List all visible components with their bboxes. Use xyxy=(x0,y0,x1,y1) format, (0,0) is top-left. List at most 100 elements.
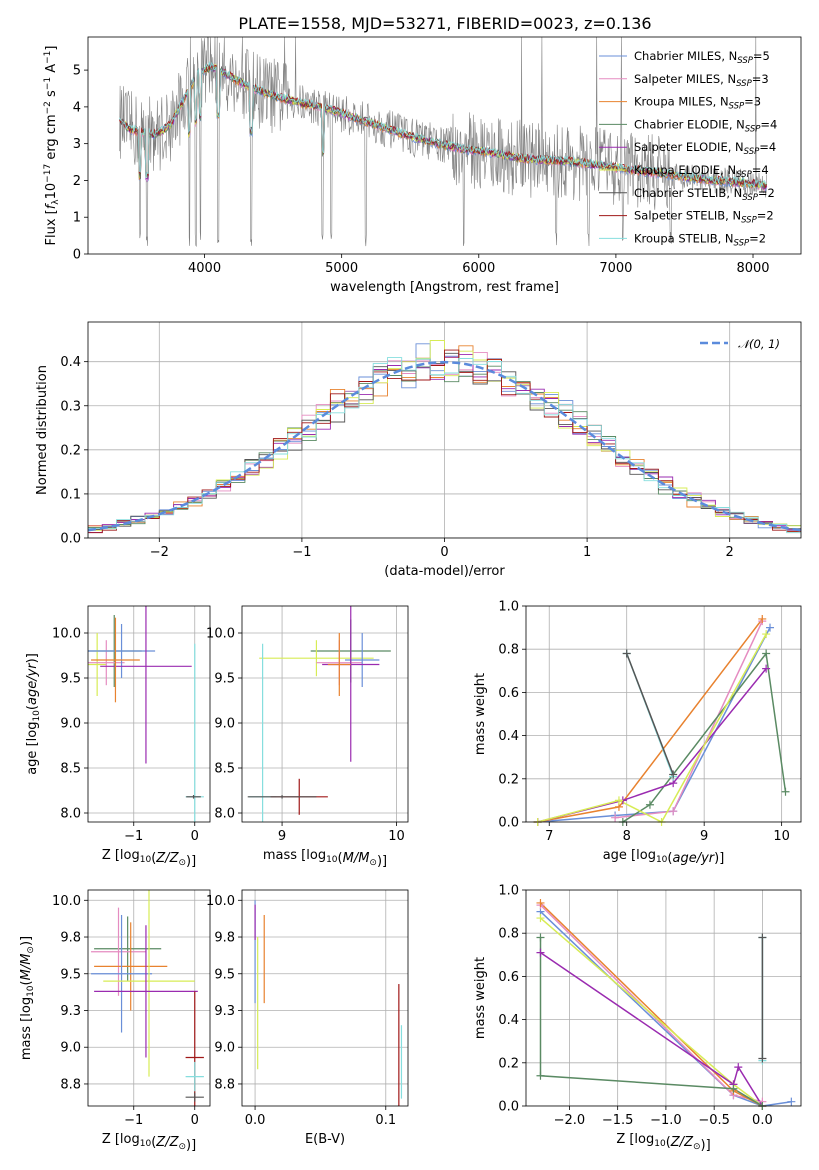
legend-label-suffix: =2 xyxy=(749,231,766,245)
weight_vs_z-ytick-label: 0.2 xyxy=(498,1056,519,1071)
spectrum-ytick-label: 1 xyxy=(73,211,81,226)
mass_vs_z-ytick-label: 9.5 xyxy=(60,967,81,982)
legend-label-main: Salpeter MILES, N xyxy=(634,72,736,86)
age_vs_mass-xlabel-part: )] xyxy=(377,854,387,869)
residuals-xlabel: (data-model)/error xyxy=(384,564,505,579)
spectrum-frame xyxy=(87,36,802,255)
spectrum-xtick-label: 6000 xyxy=(462,261,495,276)
mass_vs_ebv-plot-area xyxy=(242,890,408,1106)
residuals-xtick-label: −2 xyxy=(150,545,169,560)
age_vs_z-ylabel-part: )] xyxy=(25,653,40,663)
legend-label-sub: SSP xyxy=(745,124,761,134)
weight_vs_age-ylabel-part: mass weight xyxy=(473,673,488,755)
legend-label-suffix: =3 xyxy=(744,95,761,109)
legend-label-suffix: =5 xyxy=(753,49,770,63)
age_vs_z-xlabel-part: ( xyxy=(151,851,156,866)
spectrum-ytick-label: 0 xyxy=(73,248,81,263)
spectrum-ytick-label: 2 xyxy=(73,174,81,189)
weight_vs_z-ytick-label: 0.8 xyxy=(498,927,519,942)
weight_vs_age-ytick-label: 0.8 xyxy=(498,643,519,658)
weight_vs_age-xlabel-part: age [log xyxy=(603,848,656,863)
mass_vs_z-panel: −1 08.89.09.39.59.810.0Z [log10(Z/Z⊙)]mas… xyxy=(19,889,211,1153)
legend-label-suffix: =2 xyxy=(757,209,774,223)
weight_vs_age-marker-chabrier_stelib xyxy=(669,770,678,779)
residual-histogram-salpeter_stelib xyxy=(88,349,801,538)
legend-label-salpeter_elodie: Salpeter ELODIE, NSSP=4 xyxy=(634,140,776,157)
mass_vs_z-ytick-label: 9.0 xyxy=(60,1041,81,1056)
weight_vs_z-xlabel-part: ( xyxy=(666,1135,671,1150)
weight_vs_z-ylabel-part: mass weight xyxy=(473,957,488,1039)
legend-label-chabrier_miles: Chabrier MILES, NSSP=5 xyxy=(634,49,770,66)
spectrum-plot-area xyxy=(119,37,768,248)
legend-label-main: Salpeter STELIB, N xyxy=(634,209,741,223)
weight_vs_age-series-chabrier_stelib xyxy=(625,653,674,775)
model-spectrum-kroupa_stelib xyxy=(119,61,767,188)
residuals-ylabel-part: Normed distribution xyxy=(35,365,50,495)
weight_vs_z-marker-kroupa_miles xyxy=(536,898,545,907)
weight_vs_z-series-chabrier_elodie xyxy=(539,937,763,1106)
legend-label-suffix: =4 xyxy=(752,163,769,177)
residuals-panel: −2 −1 0 1 2 0.0 0.1 0.2 0.3 0.4 (data-model)/error… xyxy=(35,321,802,579)
mass_vs_z-ylabel-part: 10 xyxy=(26,985,36,997)
mass_vs_z-ylabel-part: mass [log xyxy=(19,997,34,1060)
spectrum-ylabel-part: −17 xyxy=(43,164,53,183)
weight_vs_z-marker-chabrier_stelib xyxy=(758,933,767,942)
weight_vs_age-plot-area xyxy=(526,606,801,822)
legend-label-chabrier_stelib: Chabrier STELIB, NSSP=2 xyxy=(634,186,775,203)
age_vs_mass-xtick-label: 9 xyxy=(278,829,286,844)
mass_vs_ebv-ytick-label: 8.8 xyxy=(214,1077,235,1092)
spectrum-ylabel-part: f xyxy=(44,202,59,209)
age_vs_mass-xlabel: mass [log10(M/M⊙)] xyxy=(263,848,387,869)
spectrum-ylabel-part: erg cm xyxy=(44,114,59,163)
legend-label-kroupa_elodie: Kroupa ELODIE, NSSP=4 xyxy=(634,163,769,180)
mass_vs_ebv-xtick-label: 0.0 xyxy=(245,1113,266,1128)
spectrum-xlabel-part: wavelength [Angstrom, rest frame] xyxy=(330,280,559,295)
legend-label-sub: SSP xyxy=(742,193,758,203)
weight_vs_z-xtick-label: −2.0 xyxy=(554,1113,586,1128)
weight_vs_z-xlabel-part: )] xyxy=(701,1138,711,1153)
mass_vs_ebv-ytick-label: 9.5 xyxy=(214,967,235,982)
age_vs_z-xlabel-part: Z/Z xyxy=(155,851,179,866)
age_vs_mass-ytick-label: 9.0 xyxy=(214,717,235,732)
spectrum-ylabel-part: Flux [ xyxy=(44,209,59,245)
mass_vs_ebv-xlabel: E(B-V) xyxy=(305,1132,345,1147)
weight_vs_z-xtick-label: −1.5 xyxy=(602,1113,634,1128)
weight_vs_age-ytick-label: 0.2 xyxy=(498,772,519,787)
mass_vs_z-ytick-label: 9.8 xyxy=(60,931,81,946)
spectrum-ytick-label: 4 xyxy=(73,100,81,115)
age_vs_z-frame xyxy=(87,605,211,823)
age_vs_z-plot-area xyxy=(88,606,210,822)
mass_vs_z-xlabel-part: 10 xyxy=(140,1139,152,1149)
weight_vs_age-xtick-label: 7 xyxy=(545,829,553,844)
legend-label-main: Kroupa MILES, N xyxy=(634,95,729,109)
weight_vs_z-xlabel: Z [log10(Z/Z⊙)] xyxy=(616,1132,710,1153)
legend-label-kroupa_stelib: Kroupa STELIB, NSSP=2 xyxy=(634,231,766,248)
mass_vs_z-xlabel-part: Z [log xyxy=(102,1132,140,1147)
age_vs_mass-plot-area xyxy=(242,606,408,822)
weight_vs_z-ytick-label: 0.0 xyxy=(498,1100,519,1115)
mass_vs_ebv-ytick-label: 9.0 xyxy=(214,1041,235,1056)
age_vs_z-xlabel-part: )] xyxy=(186,854,196,869)
mass_vs_z-xlabel-part: ( xyxy=(151,1135,156,1150)
age_vs_z-xlabel-part: Z [log xyxy=(102,848,140,863)
spectrum-xtick-label: 5000 xyxy=(325,261,358,276)
mass_vs_z-xlabel: Z [log10(Z/Z⊙)] xyxy=(102,1132,196,1153)
residuals-ylabel: Normed distribution xyxy=(35,365,50,495)
observed-spectrum-line xyxy=(119,37,767,248)
weight_vs_z-marker-chabrier_elodie xyxy=(729,1084,738,1093)
mass_vs_z-xlabel-part: ⊙ xyxy=(178,1142,186,1152)
mass_vs_ebv-xlabel-part: E(B-V) xyxy=(305,1132,345,1147)
mass_vs_z-ylabel-part: M/M xyxy=(19,954,34,981)
age_vs_mass-ytick-label: 10.0 xyxy=(206,627,235,642)
legend-label-sub: SSP xyxy=(744,147,760,157)
spectrum-xlabel: wavelength [Angstrom, rest frame] xyxy=(330,280,559,295)
legend-label-suffix: =4 xyxy=(760,117,777,131)
legend-label-sub: SSP xyxy=(729,102,745,112)
age_vs_z-xtick-label: 0 xyxy=(191,829,199,844)
age_vs_z-xlabel: Z [log10(Z/Z⊙)] xyxy=(102,848,196,869)
mass_vs_z-ytick-label: 9.3 xyxy=(60,1004,81,1019)
weight_vs_z-marker-salpeter_elodie xyxy=(734,1063,743,1072)
mass_vs_z-ylabel-part: ( xyxy=(19,980,34,985)
residuals-xlabel-part: (data-model)/error xyxy=(384,564,505,579)
